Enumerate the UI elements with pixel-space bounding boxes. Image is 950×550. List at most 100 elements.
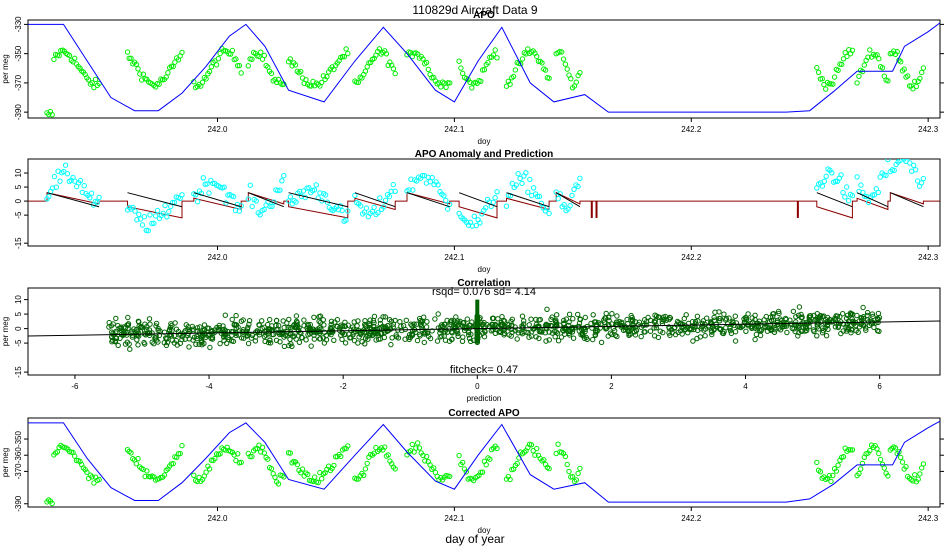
anomaly-point [51, 173, 58, 180]
data-point [481, 67, 488, 73]
correlation-point [840, 321, 846, 327]
anomaly-point [293, 199, 299, 205]
data-point [353, 476, 360, 482]
correlation-point [427, 335, 434, 342]
x-tick-label: 242.3 [918, 125, 939, 134]
data-point [492, 47, 498, 53]
data-point [901, 66, 907, 72]
data-point [877, 456, 884, 463]
data-point [423, 59, 430, 66]
x-tick-label: 242.0 [207, 514, 228, 523]
anomaly-point [849, 193, 856, 199]
correlation-point [806, 317, 813, 323]
correlation-point [293, 336, 299, 342]
data-point [564, 66, 570, 72]
correlation-point [601, 319, 608, 325]
correlation-point [308, 343, 314, 349]
correlation-point [501, 332, 507, 338]
correlation-point [863, 327, 869, 333]
anomaly-point [490, 199, 496, 206]
correlation-point [121, 324, 127, 330]
y-tick-label: -350 [14, 430, 23, 447]
correlation-point [459, 338, 466, 344]
correlation-point [720, 330, 727, 337]
correlation-point [681, 315, 687, 322]
correlation-point [726, 315, 732, 321]
panel-title: Corrected APO [448, 408, 520, 419]
correlation-point [449, 336, 455, 342]
correlation-point [127, 346, 133, 352]
correlation-point [566, 319, 572, 325]
correlation-point [536, 323, 542, 329]
correlation-point [142, 321, 148, 327]
data-point [144, 468, 150, 474]
data-point [135, 66, 141, 72]
data-point [259, 444, 266, 450]
correlation-point [149, 330, 155, 336]
correlation-point [149, 339, 155, 345]
data-point [298, 68, 304, 75]
anomaly-fit-line [127, 192, 183, 208]
correlation-point [774, 319, 780, 326]
x-tick-label: 242.0 [207, 253, 228, 262]
data-point [487, 456, 493, 462]
anomaly-point [471, 213, 477, 220]
anomaly-point [920, 175, 927, 182]
anomaly-point [221, 184, 227, 190]
data-point [577, 70, 583, 76]
correlation-point [204, 325, 211, 331]
data-point [137, 71, 143, 77]
anomaly-point [441, 193, 447, 199]
correlation-point [497, 328, 503, 334]
anomaly-point [193, 192, 199, 198]
data-point [265, 64, 271, 70]
data-point [919, 69, 925, 76]
anomaly-point [390, 181, 396, 188]
data-point [142, 473, 148, 480]
correlation-point [442, 321, 448, 328]
correlation-point [561, 317, 567, 324]
data-point [559, 49, 565, 55]
correlation-point [296, 325, 302, 331]
data-point [247, 453, 253, 460]
correlation-point [206, 331, 212, 338]
correlation-point [231, 322, 237, 328]
data-point [849, 47, 856, 53]
correlation-point [389, 335, 395, 341]
anomaly-point [381, 204, 387, 210]
correlation-point [549, 314, 555, 320]
correlation-point [370, 317, 377, 324]
correlation-point [293, 321, 299, 327]
data-point [362, 466, 369, 472]
correlation-point [252, 338, 259, 344]
correlation-point [122, 341, 129, 347]
data-point [562, 61, 569, 67]
data-point [490, 52, 497, 58]
correlation-point [582, 328, 588, 335]
correlation-point [601, 317, 607, 323]
correlation-point [222, 312, 229, 318]
data-point [287, 450, 293, 456]
correlation-point [806, 314, 812, 321]
correlation-point [630, 318, 636, 324]
data-point [385, 452, 391, 458]
anomaly-point [317, 190, 323, 196]
y-axis-label: per meg [1, 448, 10, 477]
correlation-point [614, 333, 620, 340]
correlation-point [860, 304, 866, 311]
anomaly-point [513, 182, 519, 188]
data-point [507, 476, 513, 483]
anomaly-point [406, 187, 412, 193]
correlation-point [196, 341, 202, 347]
correlation-point [533, 316, 539, 323]
x-tick-label: 2 [609, 382, 614, 391]
correlation-point [259, 318, 265, 324]
correlation-point [382, 314, 388, 320]
data-point [854, 80, 860, 86]
data-point [49, 112, 55, 118]
data-point [483, 462, 489, 468]
correlation-point [377, 320, 384, 327]
data-point [265, 456, 271, 462]
data-point [423, 453, 430, 460]
anomaly-point [854, 174, 860, 180]
